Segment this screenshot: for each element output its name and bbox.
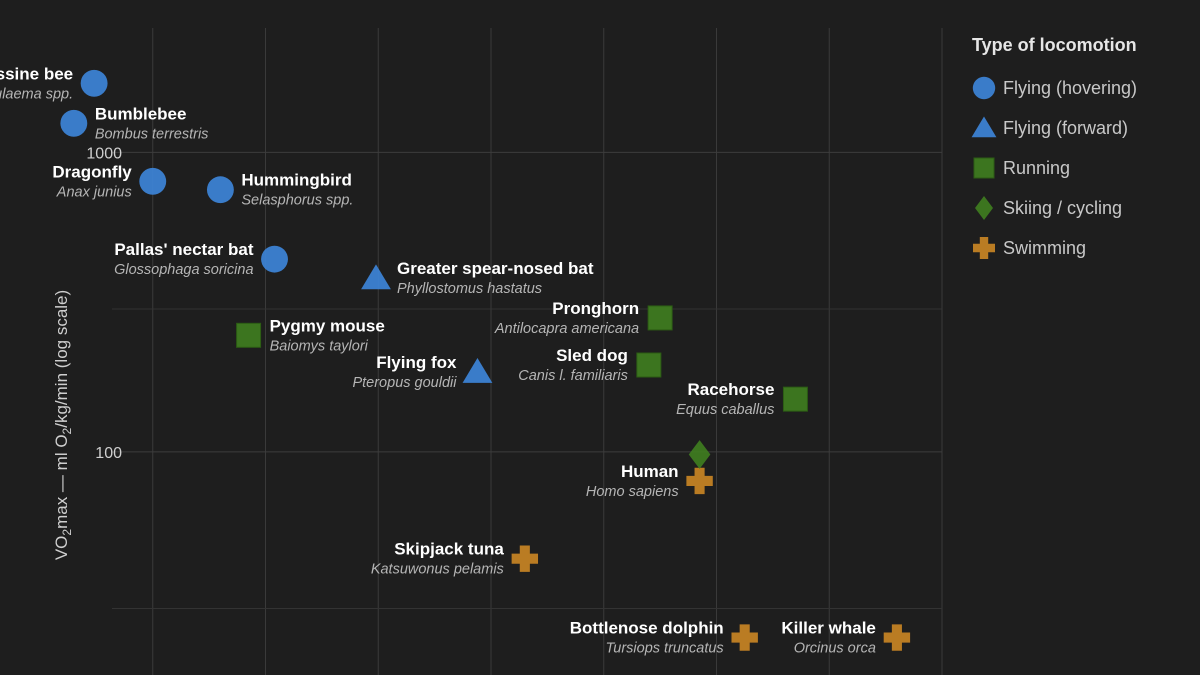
data-point-cross [731, 624, 758, 651]
point-label-scientific: Antilocapra americana [494, 321, 639, 337]
point-group: Euglossine bee Eulaema spp. [0, 64, 108, 102]
data-point-triangle [462, 358, 493, 383]
point-label-scientific: Phyllostomus hastatus [397, 281, 542, 297]
legend-marker-diamond [975, 196, 993, 220]
point-group: Racehorse Equus caballus [676, 380, 808, 418]
point-group [688, 440, 711, 469]
point-label-name: Killer whale [781, 619, 875, 638]
point-group: Pronghorn Antilocapra americana [494, 299, 673, 337]
point-group: Sled dog Canis l. familiaris [518, 346, 662, 384]
point-label-name: Pygmy mouse [270, 316, 385, 335]
legend-label: Swimming [1003, 238, 1086, 258]
legend-item: Flying (hovering) [972, 76, 1137, 100]
point-label-scientific: Anax junius [56, 184, 132, 200]
data-point-triangle [361, 264, 391, 290]
point-label-name: Bottlenose dolphin [570, 619, 724, 638]
point-label-name: Human [621, 462, 679, 481]
legend-title: Type of locomotion [972, 35, 1137, 55]
legend-marker-cross [973, 237, 995, 259]
data-point-cross [883, 624, 911, 651]
point-group: Bumblebee Bombus terrestris [60, 104, 208, 142]
data-point-cross [686, 467, 713, 495]
point-label-scientific: Equus caballus [676, 402, 774, 418]
point-group: Flying fox Pteropus gouldii [352, 353, 493, 391]
legend-label: Skiing / cycling [1003, 198, 1122, 218]
y-tick-label: 1000 [86, 145, 122, 162]
data-point-cross [511, 545, 539, 572]
point-group: Skipjack tuna Katsuwonus pelamis [371, 540, 539, 578]
point-label-name: Skipjack tuna [394, 540, 504, 559]
point-label-name: Euglossine bee [0, 64, 73, 83]
y-axis-ticks: 100 1000 [86, 145, 122, 462]
legend-item: Swimming [973, 237, 1086, 259]
point-label-scientific: Tursiops truncatus [605, 641, 723, 657]
legend-item: Running [973, 157, 1070, 179]
data-point-circle [80, 69, 108, 97]
point-label-name: Bumblebee [95, 104, 187, 123]
legend-item: Skiing / cycling [975, 196, 1122, 220]
y-axis-label: VO2max — ml O2/kg/min (log scale) [52, 290, 74, 560]
point-label-name: Hummingbird [241, 171, 352, 190]
point-label-scientific: Glossophaga soricina [114, 262, 253, 278]
legend-label: Flying (forward) [1003, 118, 1128, 138]
point-label-scientific: Canis l. familiaris [518, 368, 628, 384]
point-group: Bottlenose dolphin Tursiops truncatus [570, 619, 758, 657]
data-points: Euglossine bee Eulaema spp. Bumblebee Bombu… [0, 64, 911, 657]
data-point-circle [60, 109, 88, 137]
data-point-square [647, 305, 673, 331]
point-label-name: Pallas' nectar bat [114, 240, 254, 259]
point-group: Pallas' nectar bat Glossophaga soricina [114, 240, 288, 278]
data-point-square [782, 386, 808, 412]
point-group: Human Homo sapiens [586, 462, 713, 500]
point-label-name: Sled dog [556, 346, 628, 365]
legend-items: Flying (hovering) Flying (forward) Running… [971, 76, 1137, 259]
point-group: Dragonfly Anax junius [52, 162, 167, 200]
point-label-name: Dragonfly [52, 162, 132, 181]
data-point-circle [139, 167, 167, 195]
point-label-scientific: Homo sapiens [586, 484, 679, 500]
point-label-name: Racehorse [687, 380, 774, 399]
point-label-scientific: Baiomys taylori [270, 338, 369, 354]
point-group: Killer whale Orcinus orca [781, 619, 911, 657]
point-group: Greater spear-nosed bat Phyllostomus hast… [361, 259, 594, 297]
point-label-scientific: Bombus terrestris [95, 126, 209, 142]
point-label-scientific: Eulaema spp. [0, 86, 73, 102]
point-label-scientific: Selasphorus spp. [241, 193, 353, 209]
legend-marker-square [973, 157, 995, 179]
point-label-name: Greater spear-nosed bat [397, 259, 594, 278]
legend-label: Flying (hovering) [1003, 78, 1137, 98]
legend: Type of locomotion Flying (hovering)Flyi… [971, 35, 1137, 259]
legend-item: Flying (forward) [971, 116, 1128, 138]
legend-label: Running [1003, 158, 1070, 178]
legend-marker-circle [972, 76, 996, 100]
point-label-scientific: Orcinus orca [794, 641, 876, 657]
data-point-circle [206, 176, 234, 204]
data-point-diamond [688, 440, 711, 469]
legend-marker-triangle [971, 116, 997, 138]
point-group: Pygmy mouse Baiomys taylori [236, 316, 385, 354]
data-point-square [236, 322, 262, 348]
point-label-scientific: Katsuwonus pelamis [371, 562, 504, 578]
point-group: Hummingbird Selasphorus spp. [206, 171, 353, 209]
data-point-square [636, 352, 662, 378]
point-label-name: Pronghorn [552, 299, 639, 318]
data-point-circle [261, 245, 288, 273]
y-tick-label: 100 [95, 445, 122, 462]
point-label-scientific: Pteropus gouldii [352, 375, 457, 391]
point-label-name: Flying fox [376, 353, 457, 372]
grid [112, 28, 943, 675]
